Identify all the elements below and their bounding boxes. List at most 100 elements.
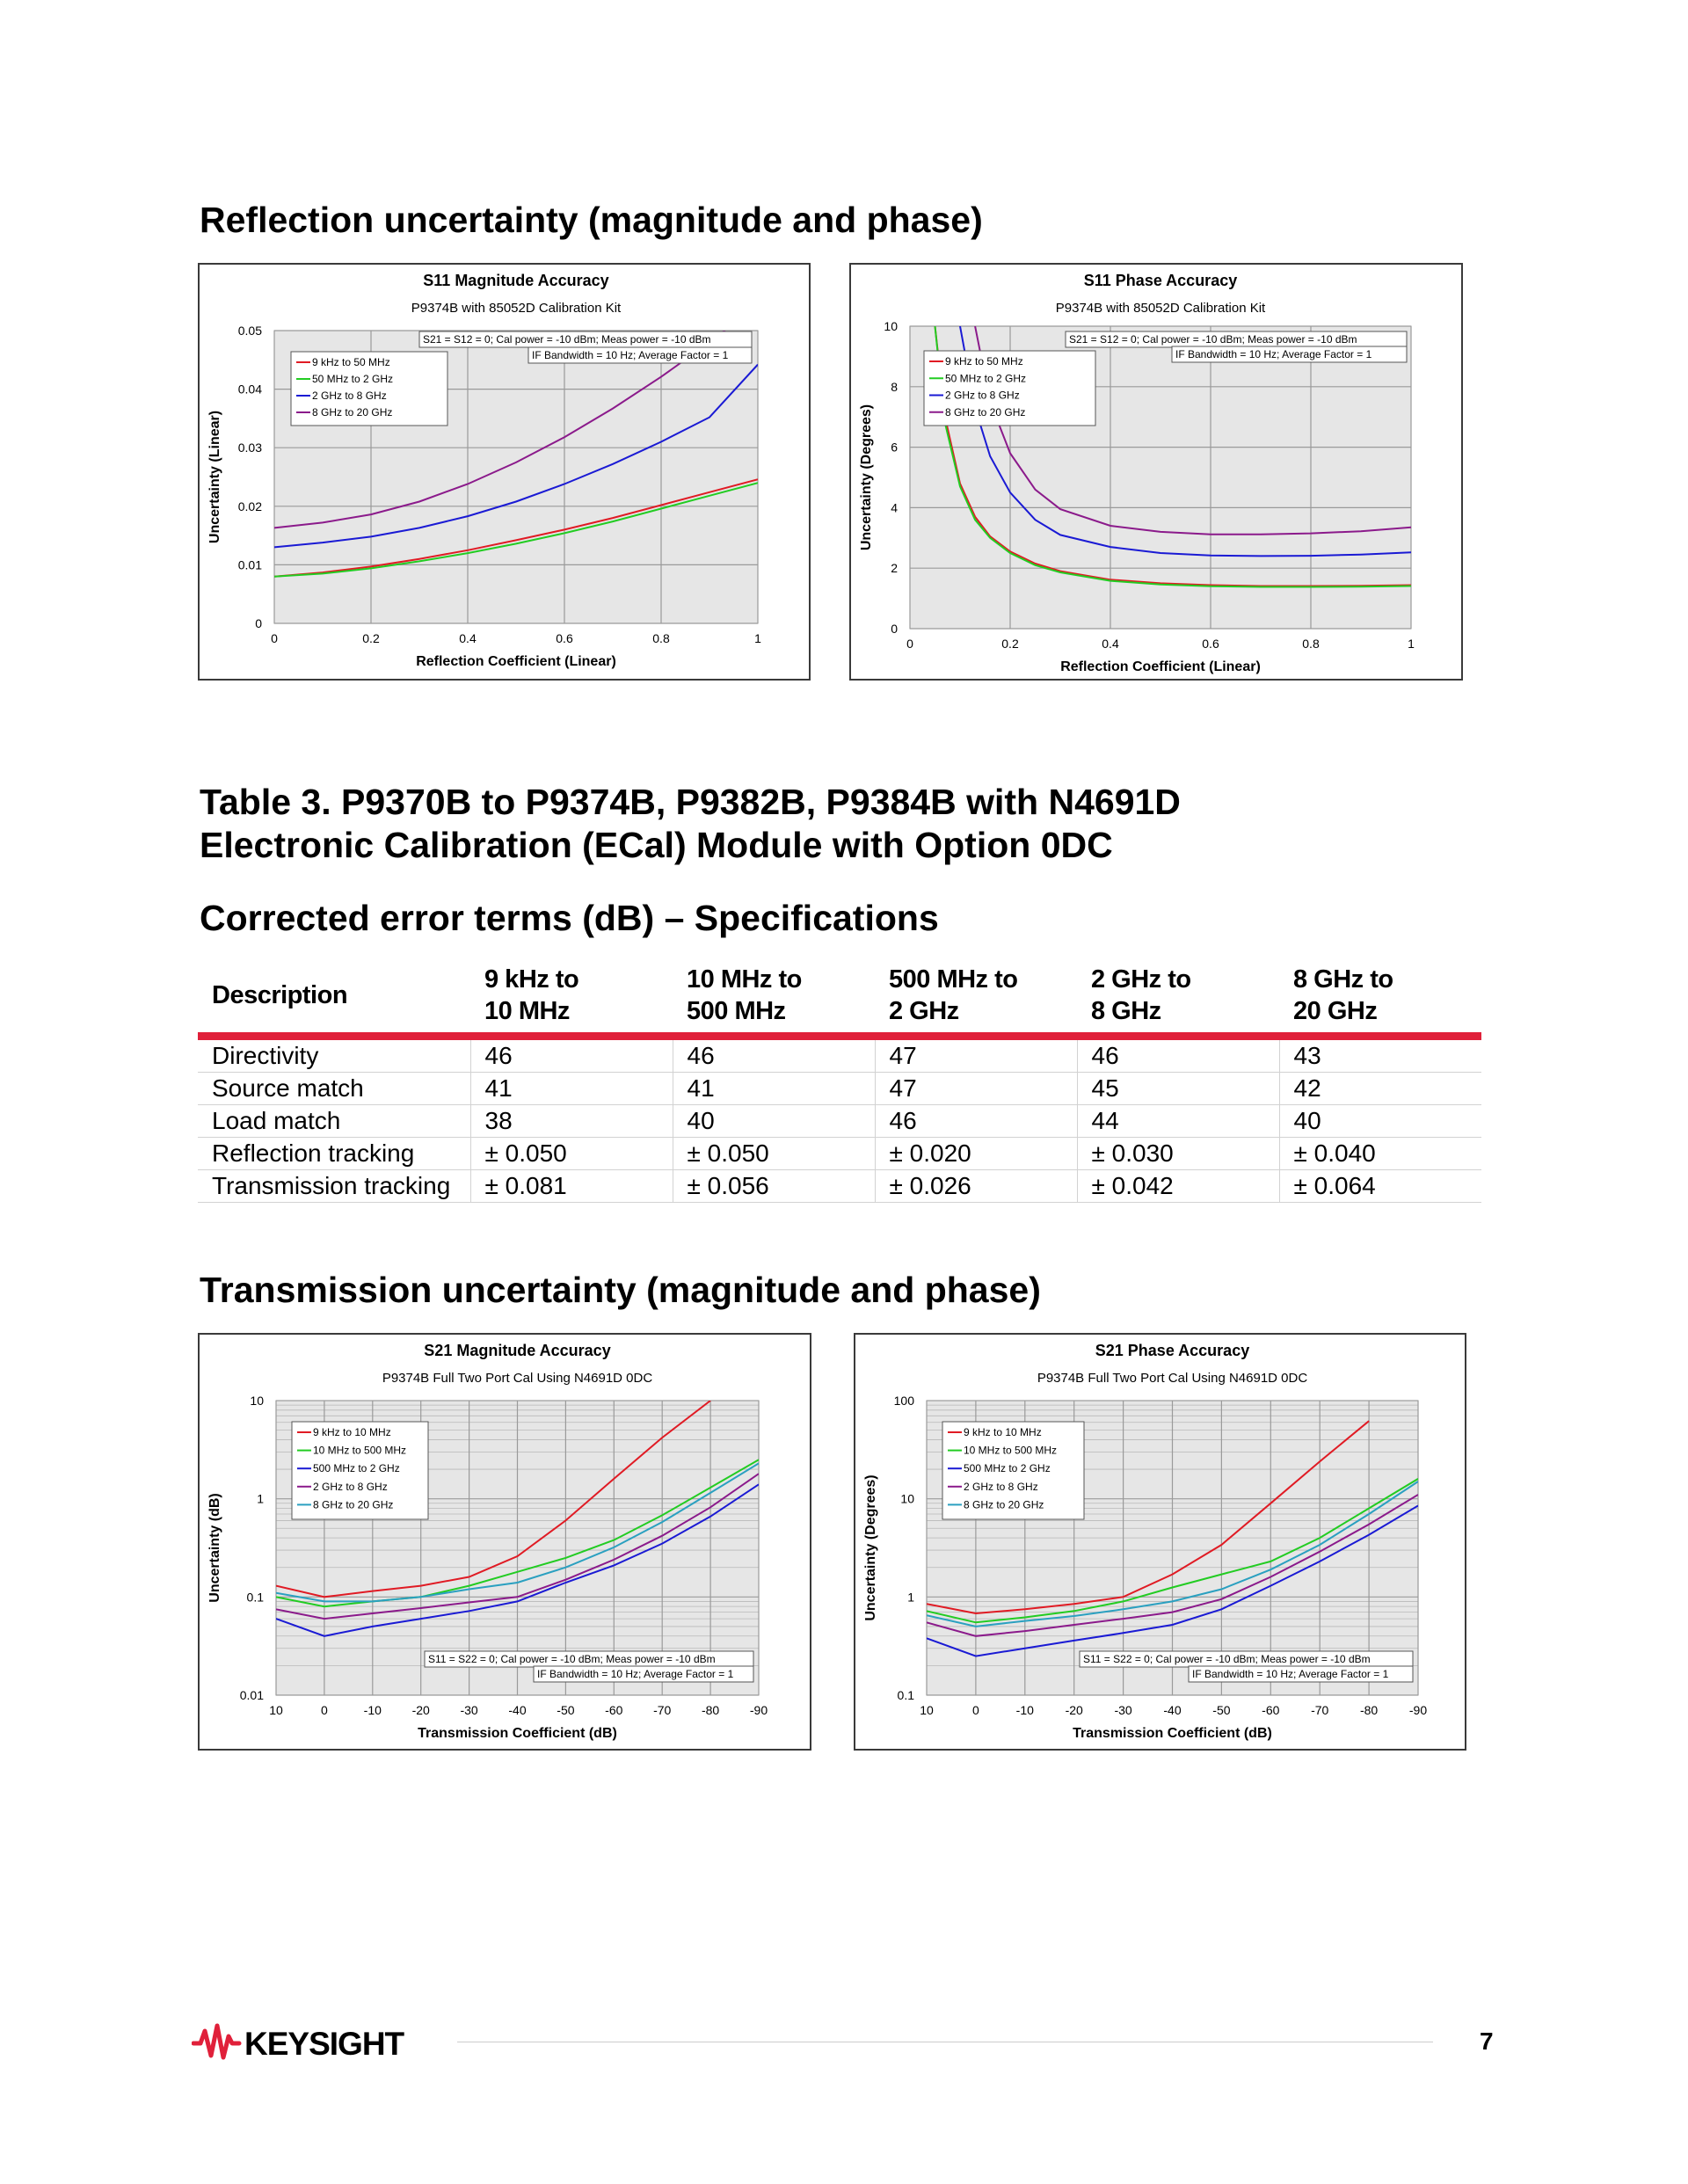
table-cell: 43 [1279, 1036, 1481, 1073]
table-cell: ± 0.081 [470, 1169, 673, 1203]
annotation-text: IF Bandwidth = 10 Hz; Average Factor = 1 [1175, 348, 1372, 360]
series-line [274, 482, 758, 578]
y-tick-label: 0.03 [238, 440, 262, 455]
y-tick-label: 1 [257, 1492, 264, 1506]
s21-magnitude-chart: S21 Magnitude Accuracy P9374B Full Two Po… [198, 1333, 811, 1751]
series-line [927, 1494, 1418, 1637]
x-tick-label: 0.4 [1102, 637, 1119, 651]
table-cell: 46 [470, 1036, 673, 1073]
s11-magnitude-chart: S11 Magnitude Accuracy P9374B with 85052D… [198, 263, 811, 681]
y-tick-label: 6 [891, 440, 898, 455]
table-cell: ± 0.030 [1077, 1137, 1280, 1170]
y-axis-label: Uncertainty (Degrees) [863, 1474, 878, 1620]
keysight-logo: KEYSIGHT [192, 2023, 406, 2062]
annotation-text: S21 = S12 = 0; Cal power = -10 dBm; Meas… [423, 333, 711, 346]
legend-box [923, 350, 1096, 426]
annotation-box [1188, 1665, 1414, 1683]
series-line [274, 331, 726, 529]
row-label: Transmission tracking [198, 1169, 471, 1203]
x-tick-label: 0.8 [652, 631, 670, 645]
table-cell: ± 0.064 [1279, 1169, 1481, 1203]
legend-label: 500 MHz to 2 GHz [313, 1462, 400, 1474]
x-tick-label: -50 [557, 1703, 574, 1717]
x-tick-label: 0 [972, 1703, 979, 1717]
series-line [927, 1420, 1370, 1615]
x-tick-label: -10 [364, 1703, 382, 1717]
series-line [934, 326, 1411, 587]
table-cell: 46 [673, 1036, 876, 1073]
table-title-line1: Table 3. P9370B to P9374B, P9382B, P9384… [200, 782, 1181, 822]
y-tick-label: 4 [891, 500, 898, 514]
series-line [974, 326, 1411, 535]
table-cell: 46 [1077, 1036, 1280, 1073]
table-row: Transmission tracking ± 0.081 ± 0.056 ± … [198, 1169, 1481, 1203]
chart-subtitle: P9374B Full Two Port Cal Using N4691D 0D… [1037, 1371, 1308, 1386]
y-tick-label: 8 [891, 380, 898, 394]
keysight-wave-icon [192, 2023, 242, 2060]
x-tick-label: -20 [412, 1703, 430, 1717]
y-axis-label: Uncertainty (Linear) [207, 411, 222, 543]
legend-label: 50 MHz to 2 GHz [312, 373, 393, 385]
chart-title: S21 Phase Accuracy [1095, 1342, 1249, 1359]
chart-title: S11 Phase Accuracy [1084, 272, 1237, 289]
series-line [959, 326, 1411, 557]
x-tick-label: -80 [1360, 1703, 1378, 1717]
row-label: Reflection tracking [198, 1137, 471, 1170]
legend-label: 10 MHz to 500 MHz [964, 1445, 1057, 1457]
x-tick-label: -80 [702, 1703, 719, 1717]
x-tick-label: 0 [906, 637, 913, 651]
table-row: Directivity 46 46 47 46 43 [198, 1036, 1481, 1073]
x-tick-label: 0 [271, 631, 278, 645]
x-tick-label: -10 [1016, 1703, 1034, 1717]
table-cell: 45 [1077, 1072, 1280, 1105]
x-tick-label: 0.6 [1202, 637, 1219, 651]
series-line [927, 1504, 1418, 1657]
x-tick-label: -70 [653, 1703, 671, 1717]
s21-magnitude-svg: S21 Magnitude Accuracy P9374B Full Two Po… [207, 1342, 768, 1741]
y-tick-label: 0.01 [240, 1688, 264, 1702]
x-tick-label: -40 [508, 1703, 526, 1717]
page-number: 7 [1480, 2027, 1494, 2055]
annotation-text: IF Bandwidth = 10 Hz; Average Factor = 1 [1192, 1668, 1389, 1680]
series-line [276, 1401, 711, 1598]
series-line [274, 478, 758, 578]
legend-box [290, 351, 448, 426]
legend-label: 9 kHz to 10 MHz [964, 1426, 1042, 1438]
table-row: Reflection tracking ± 0.050 ± 0.050 ± 0.… [198, 1137, 1481, 1170]
table-cell: 40 [673, 1104, 876, 1138]
y-tick-label: 10 [900, 1492, 914, 1506]
x-tick-label: -60 [1262, 1703, 1279, 1717]
legend-label: 8 GHz to 20 GHz [312, 406, 392, 419]
y-axis-label: Uncertainty (Degrees) [859, 404, 874, 550]
s21-phase-chart: S21 Phase Accuracy P9374B Full Two Port C… [854, 1333, 1466, 1751]
table-cell: ± 0.040 [1279, 1137, 1481, 1170]
table-cell: 46 [875, 1104, 1078, 1138]
x-tick-label: 0.8 [1302, 637, 1320, 651]
header-8ghz-20ghz: 8 GHz to 20 GHz [1279, 960, 1481, 1040]
s11-phase-chart: S11 Phase Accuracy P9374B with 85052D Cal… [849, 263, 1463, 681]
x-tick-label: -90 [750, 1703, 768, 1717]
y-axis-label: Uncertainty (dB) [207, 1493, 222, 1602]
series-line [276, 1462, 759, 1603]
y-tick-label: 1 [907, 1590, 914, 1604]
table-cell: ± 0.056 [673, 1169, 876, 1203]
header-description: Description [198, 960, 470, 1040]
y-tick-label: 100 [894, 1394, 915, 1408]
y-tick-label: 2 [891, 561, 898, 575]
table-cell: 47 [875, 1036, 1078, 1073]
legend-label: 8 GHz to 20 GHz [964, 1498, 1044, 1511]
x-tick-label: -30 [460, 1703, 477, 1717]
reflection-heading: Reflection uncertainty (magnitude and ph… [200, 200, 983, 240]
legend-box [291, 1421, 429, 1520]
x-tick-label: -40 [1163, 1703, 1181, 1717]
s11-magnitude-svg: S11 Magnitude Accuracy P9374B with 85052D… [207, 272, 761, 669]
legend-box [942, 1421, 1085, 1520]
x-tick-label: 0.2 [362, 631, 380, 645]
y-tick-label: 0.02 [238, 499, 262, 513]
x-tick-label: 10 [920, 1703, 934, 1717]
table-cell: ± 0.042 [1077, 1169, 1280, 1203]
legend-label: 9 kHz to 50 MHz [312, 356, 390, 368]
header-2ghz-8ghz: 2 GHz to 8 GHz [1077, 960, 1279, 1040]
error-terms-table: Description 9 kHz to 10 MHz 10 MHz to 50… [198, 960, 1481, 1203]
table-cell: 47 [875, 1072, 1078, 1105]
